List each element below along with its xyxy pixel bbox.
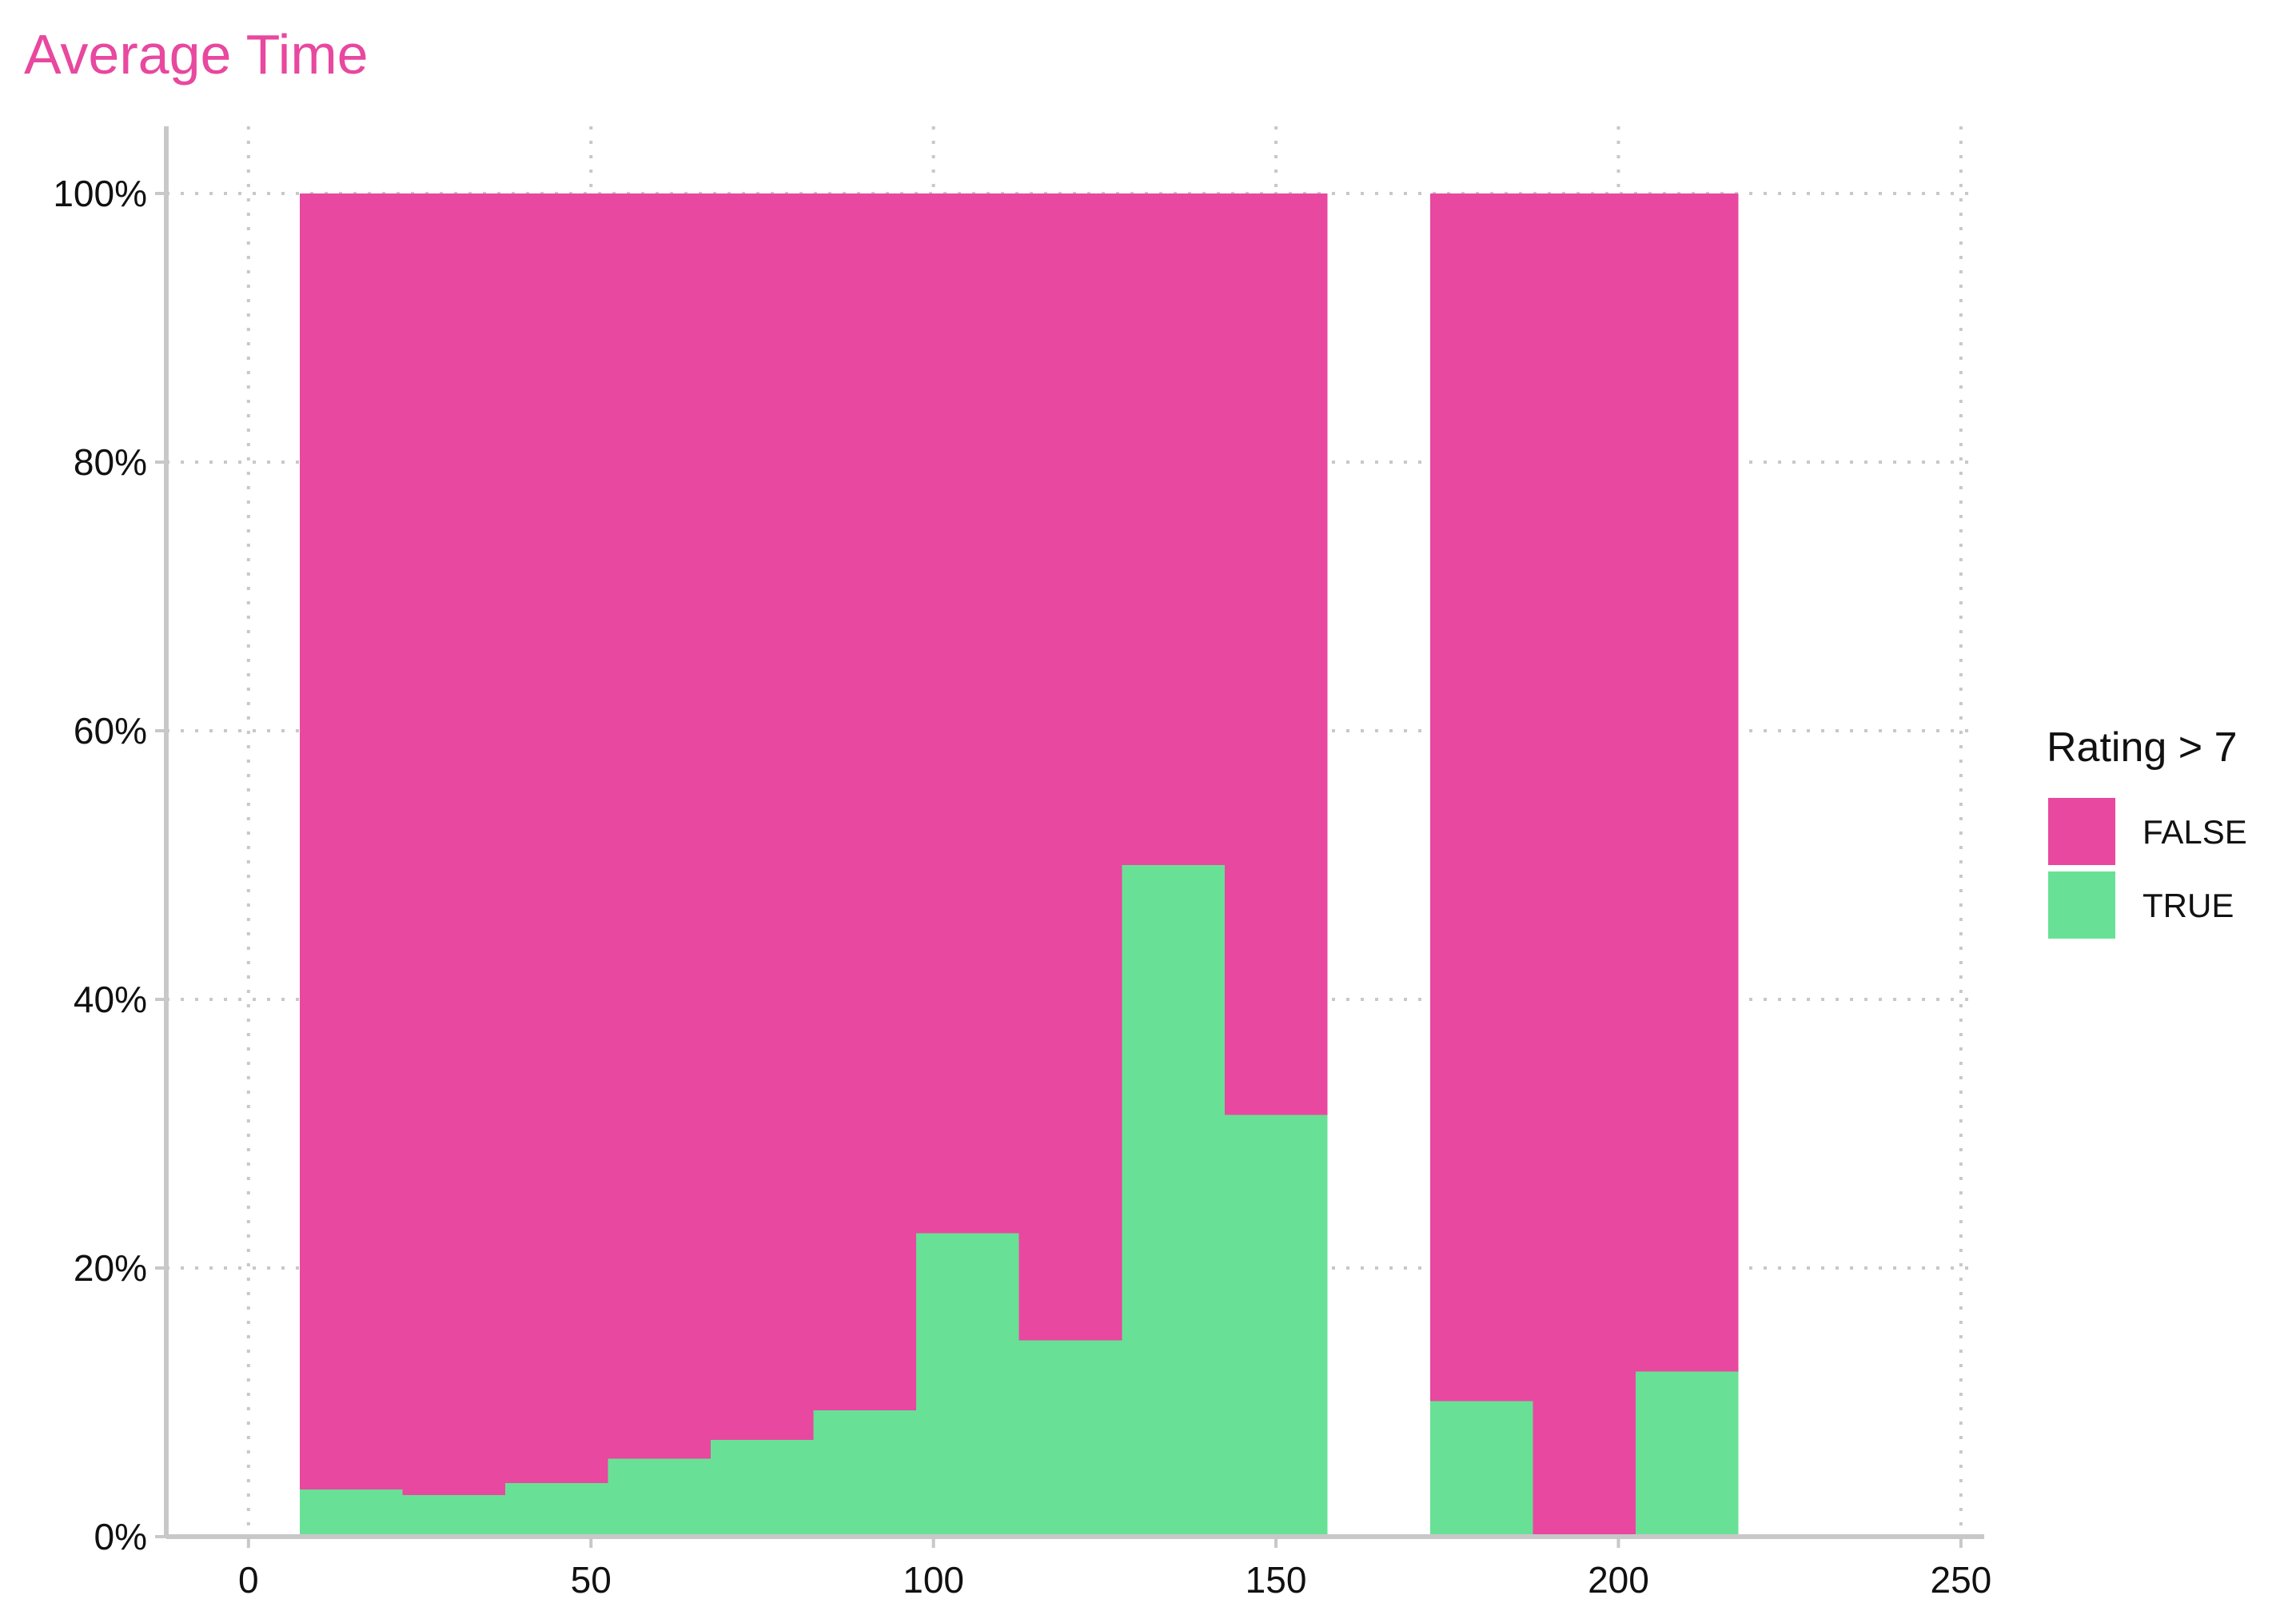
bar-false-105 xyxy=(916,193,1019,1234)
legend-label-false: FALSE xyxy=(2143,813,2247,851)
bar-true-120 xyxy=(1018,1340,1122,1537)
axes xyxy=(164,126,1984,1539)
y-tick-label-5: 100% xyxy=(53,173,147,214)
x-tick-label-3: 150 xyxy=(1246,1559,1307,1601)
bar-true-180 xyxy=(1429,1401,1533,1537)
bar-false-210 xyxy=(1635,193,1739,1372)
legend-entries: FALSE TRUE xyxy=(2048,798,2247,939)
bar-false-60 xyxy=(608,193,712,1459)
x-axis-ticks: 0 50 100 150 200 250 xyxy=(238,1537,1991,1601)
bar-false-195 xyxy=(1533,193,1636,1537)
bar-true-210 xyxy=(1635,1371,1739,1537)
y-axis-ticks: 0% 20% 40% 60% 80% 100% xyxy=(53,173,166,1557)
bar-false-120 xyxy=(1018,193,1122,1341)
bar-true-105 xyxy=(916,1233,1019,1537)
bar-true-90 xyxy=(813,1410,917,1537)
bar-true-60 xyxy=(608,1458,712,1537)
y-tick-label-1: 20% xyxy=(74,1247,147,1289)
bar-true-150 xyxy=(1224,1115,1328,1537)
x-tick-label-0: 0 xyxy=(238,1559,259,1601)
x-tick-label-5: 250 xyxy=(1930,1559,1991,1601)
x-tick-label-1: 50 xyxy=(571,1559,612,1601)
x-tick-label-2: 100 xyxy=(903,1559,964,1601)
y-tick-label-3: 60% xyxy=(74,710,147,752)
bar-false-135 xyxy=(1122,193,1225,865)
bar-false-150 xyxy=(1224,193,1328,1115)
bar-false-45 xyxy=(505,193,608,1483)
legend: Rating > 7 FALSE TRUE xyxy=(2047,724,2247,939)
legend-key-false xyxy=(2048,798,2115,865)
bar-false-15 xyxy=(300,193,403,1490)
bar-true-30 xyxy=(402,1494,506,1537)
bar-false-180 xyxy=(1429,193,1533,1402)
y-tick-label-2: 40% xyxy=(74,979,147,1020)
bar-true-75 xyxy=(711,1440,814,1537)
bars xyxy=(300,193,1739,1537)
bar-false-30 xyxy=(402,193,506,1495)
y-tick-label-0: 0% xyxy=(94,1516,147,1557)
chart-title: Average Time xyxy=(24,23,369,86)
bar-false-75 xyxy=(711,193,814,1441)
legend-title: Rating > 7 xyxy=(2047,724,2238,771)
legend-key-true xyxy=(2048,871,2115,939)
y-tick-label-4: 80% xyxy=(74,441,147,483)
bar-true-15 xyxy=(300,1489,403,1537)
bar-false-90 xyxy=(813,193,917,1411)
bar-true-135 xyxy=(1122,865,1225,1537)
legend-label-true: TRUE xyxy=(2143,887,2234,924)
bar-true-45 xyxy=(505,1482,608,1537)
x-tick-label-4: 200 xyxy=(1588,1559,1649,1601)
